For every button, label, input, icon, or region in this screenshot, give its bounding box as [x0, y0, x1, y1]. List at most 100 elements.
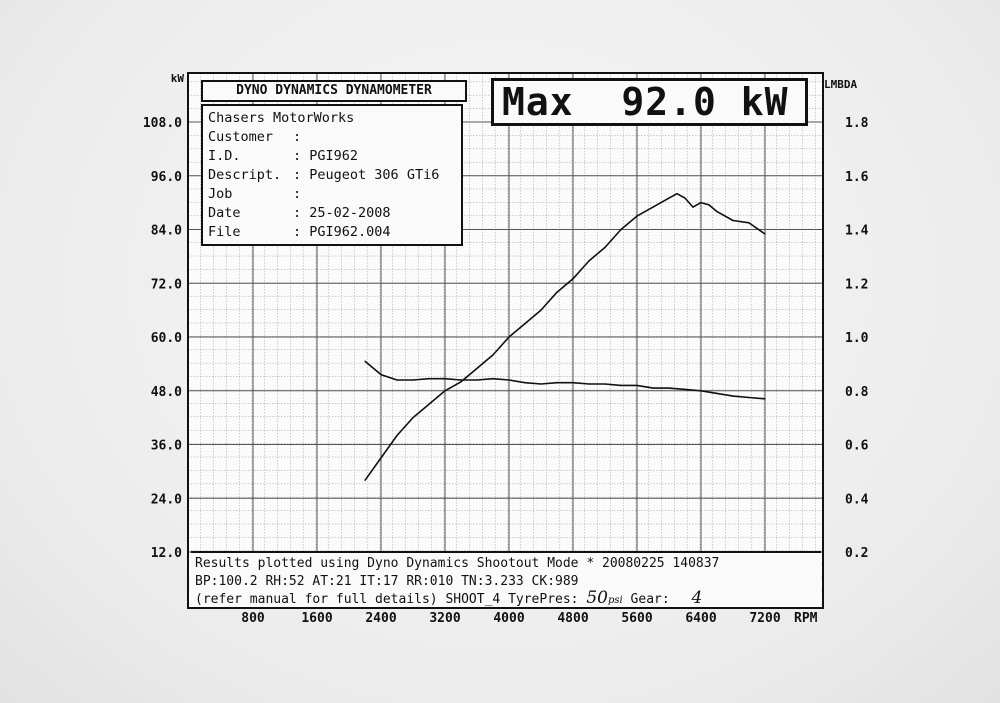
- lambda-data-point: [748, 396, 750, 399]
- y-left-tick-label: 84.0: [151, 224, 182, 239]
- x-tick-label: 2400: [365, 611, 396, 626]
- power-data-point: [652, 206, 654, 208]
- lambda-data-point: [396, 379, 398, 381]
- x-unit-label: RPM: [794, 611, 818, 626]
- y-right-unit-label: LMBDA: [824, 78, 857, 91]
- y-left-unit-label: kW: [171, 72, 185, 85]
- lambda-data-point: [444, 378, 446, 380]
- lambda-data-point: [412, 379, 414, 381]
- y-right-tick-label: 0.2: [845, 546, 868, 561]
- info-key: Job: [208, 186, 233, 202]
- info-row-date: Date : 25-02-2008: [208, 204, 456, 223]
- lambda-data-point: [556, 382, 558, 384]
- y-left-tick-label: 72.0: [151, 277, 182, 292]
- power-data-point: [428, 403, 430, 405]
- gear-label: Gear:: [630, 592, 670, 607]
- lambda-data-point: [652, 387, 654, 389]
- power-data-point: [676, 193, 678, 195]
- footer-line-3-text: (refer manual for full details) SHOOT_4 …: [195, 592, 579, 607]
- lambda-data-point: [364, 360, 366, 362]
- info-key: Customer: [208, 129, 274, 145]
- lambda-data-point: [764, 398, 766, 400]
- lambda-data-point: [732, 395, 734, 397]
- lambda-data-point: [668, 387, 670, 389]
- lambda-data-point: [588, 383, 590, 385]
- footer-line-2: BP:100.2 RH:52 AT:21 IT:17 RR:010 TN:3.2…: [195, 573, 579, 589]
- x-tick-label: 800: [241, 611, 265, 626]
- info-sep: :: [293, 186, 302, 202]
- y-right-tick-label: 1.4: [845, 224, 869, 239]
- lambda-data-point: [492, 378, 494, 380]
- gear-value: 4: [691, 588, 703, 608]
- power-data-point: [476, 367, 478, 369]
- power-data-point: [508, 336, 510, 338]
- info-value: Peugeot 306 GTi6: [309, 167, 440, 183]
- info-key: I.D.: [208, 148, 241, 164]
- lambda-data-point: [508, 379, 510, 381]
- chart-series: [364, 192, 766, 481]
- info-key: File: [208, 224, 241, 240]
- power-data-point: [492, 354, 494, 356]
- footer-line-3: (refer manual for full details) SHOOT_4 …: [195, 588, 817, 610]
- power-data-point: [396, 434, 398, 437]
- y-left-tick-label: 48.0: [151, 385, 182, 400]
- power-data-point: [556, 291, 558, 293]
- y-right-tick-label: 1.8: [845, 116, 869, 131]
- y-right-tick-label: 0.6: [845, 439, 869, 454]
- power-data-point: [524, 322, 526, 325]
- chart-axes: [187, 72, 824, 609]
- max-power-readout: Max 92.0 kW: [491, 78, 808, 126]
- info-row-id: I.D. : PGI962: [208, 147, 456, 166]
- y-left-tick-label: 12.0: [151, 546, 182, 561]
- info-sep: :: [293, 205, 302, 221]
- lambda-data-point: [540, 383, 542, 385]
- lambda-series-line: [364, 360, 766, 400]
- x-tick-label: 3200: [429, 611, 460, 626]
- x-tick-label: 4800: [557, 611, 588, 626]
- y-right-tick-label: 0.8: [845, 385, 869, 400]
- x-tick-label: 4000: [493, 611, 524, 626]
- info-sep: :: [293, 148, 302, 164]
- power-data-point: [692, 206, 694, 208]
- power-data-point: [716, 210, 718, 213]
- run-info-box: Chasers MotorWorks Customer : I.D. : PGI…: [201, 104, 463, 246]
- info-row-descript: Descript. : Peugeot 306 GTi6: [208, 166, 456, 185]
- x-tick-label: 1600: [301, 611, 332, 626]
- info-company: Chasers MotorWorks: [208, 109, 456, 128]
- power-data-point: [540, 309, 542, 311]
- y-left-tick-label: 60.0: [151, 331, 182, 346]
- info-value: 25-02-2008: [309, 205, 391, 221]
- y-left-tick-label: 24.0: [151, 492, 182, 507]
- power-data-point: [708, 204, 710, 206]
- info-key: Date: [208, 205, 241, 221]
- info-sep: :: [293, 167, 302, 183]
- x-tick-label: 5600: [621, 611, 652, 626]
- power-data-point: [732, 219, 734, 222]
- x-tick-label: 6400: [685, 611, 716, 626]
- power-data-point: [380, 457, 382, 459]
- power-data-point: [444, 390, 446, 392]
- power-data-point: [604, 246, 606, 249]
- power-data-point: [748, 222, 750, 224]
- dyno-header-title: DYNO DYNAMICS DYNAMOMETER: [201, 80, 467, 102]
- lambda-data-point: [460, 379, 462, 381]
- y-right-tick-label: 1.6: [845, 170, 869, 185]
- power-data-point: [460, 381, 462, 383]
- power-data-point: [764, 233, 766, 235]
- y-right-tick-label: 0.4: [845, 492, 869, 507]
- power-data-point: [572, 278, 574, 280]
- power-data-point: [364, 479, 366, 481]
- tyre-pressure-value: 50: [586, 588, 608, 608]
- power-data-point: [684, 197, 686, 199]
- lambda-data-point: [716, 392, 718, 395]
- power-data-point: [700, 202, 702, 204]
- power-data-point: [588, 260, 590, 262]
- info-value: PGI962.004: [309, 224, 391, 240]
- y-right-tick-label: 1.2: [845, 277, 868, 292]
- y-left-tick-label: 36.0: [151, 439, 182, 454]
- lambda-data-point: [476, 379, 478, 381]
- tyre-pressure-unit: psi: [607, 595, 623, 606]
- info-row-customer: Customer :: [208, 128, 456, 147]
- lambda-data-point: [684, 388, 686, 391]
- lambda-data-point: [380, 374, 382, 376]
